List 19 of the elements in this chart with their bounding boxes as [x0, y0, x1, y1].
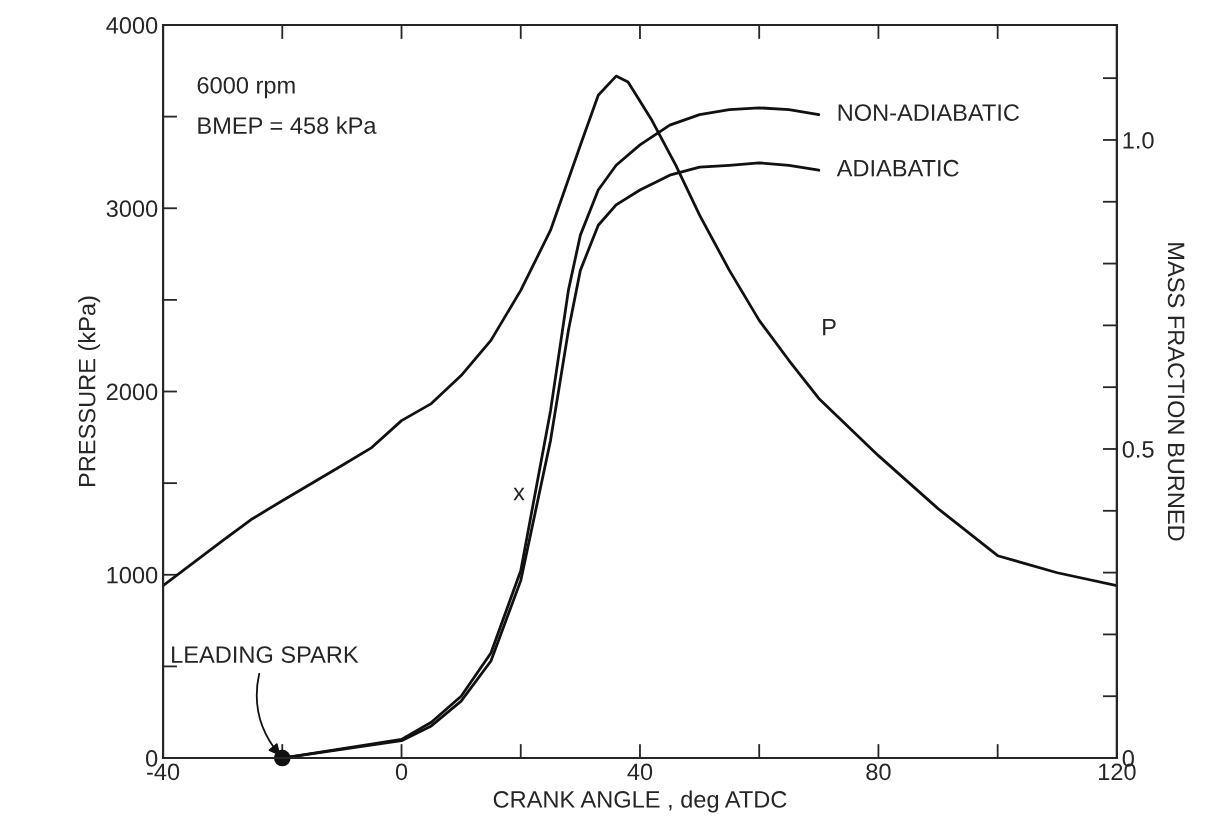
- series-label: NON-ADIABATIC: [838, 104, 1020, 121]
- y2-tick-label: 1.0: [1123, 132, 1154, 149]
- y-tick-label: 4000: [106, 17, 158, 34]
- y-tick-label: 1000: [107, 566, 158, 584]
- annotation: BMEP = 458 kPa: [198, 116, 377, 134]
- series-label: ADIABATIC: [836, 159, 959, 177]
- x-tick-label: 0: [395, 763, 408, 781]
- y2-axis-title: MASS FRACTION BURNED: [1167, 243, 1185, 541]
- y-tick-label: 2000: [106, 383, 158, 401]
- x-tick-label: 80: [866, 763, 891, 781]
- y-axis-title: PRESSURE (kPa): [78, 296, 101, 487]
- x-tick-label: 40: [627, 763, 653, 781]
- x-axis-title: CRANK ANGLE , deg ATDC: [493, 790, 787, 813]
- y-tick-label: 3000: [106, 200, 158, 218]
- annotation: P: [823, 319, 836, 336]
- annotation: LEADING SPARK: [172, 646, 359, 663]
- annotation: x: [513, 487, 525, 501]
- annotation: 6000 rpm: [197, 76, 295, 99]
- y2-tick-label: 0.5: [1122, 441, 1154, 458]
